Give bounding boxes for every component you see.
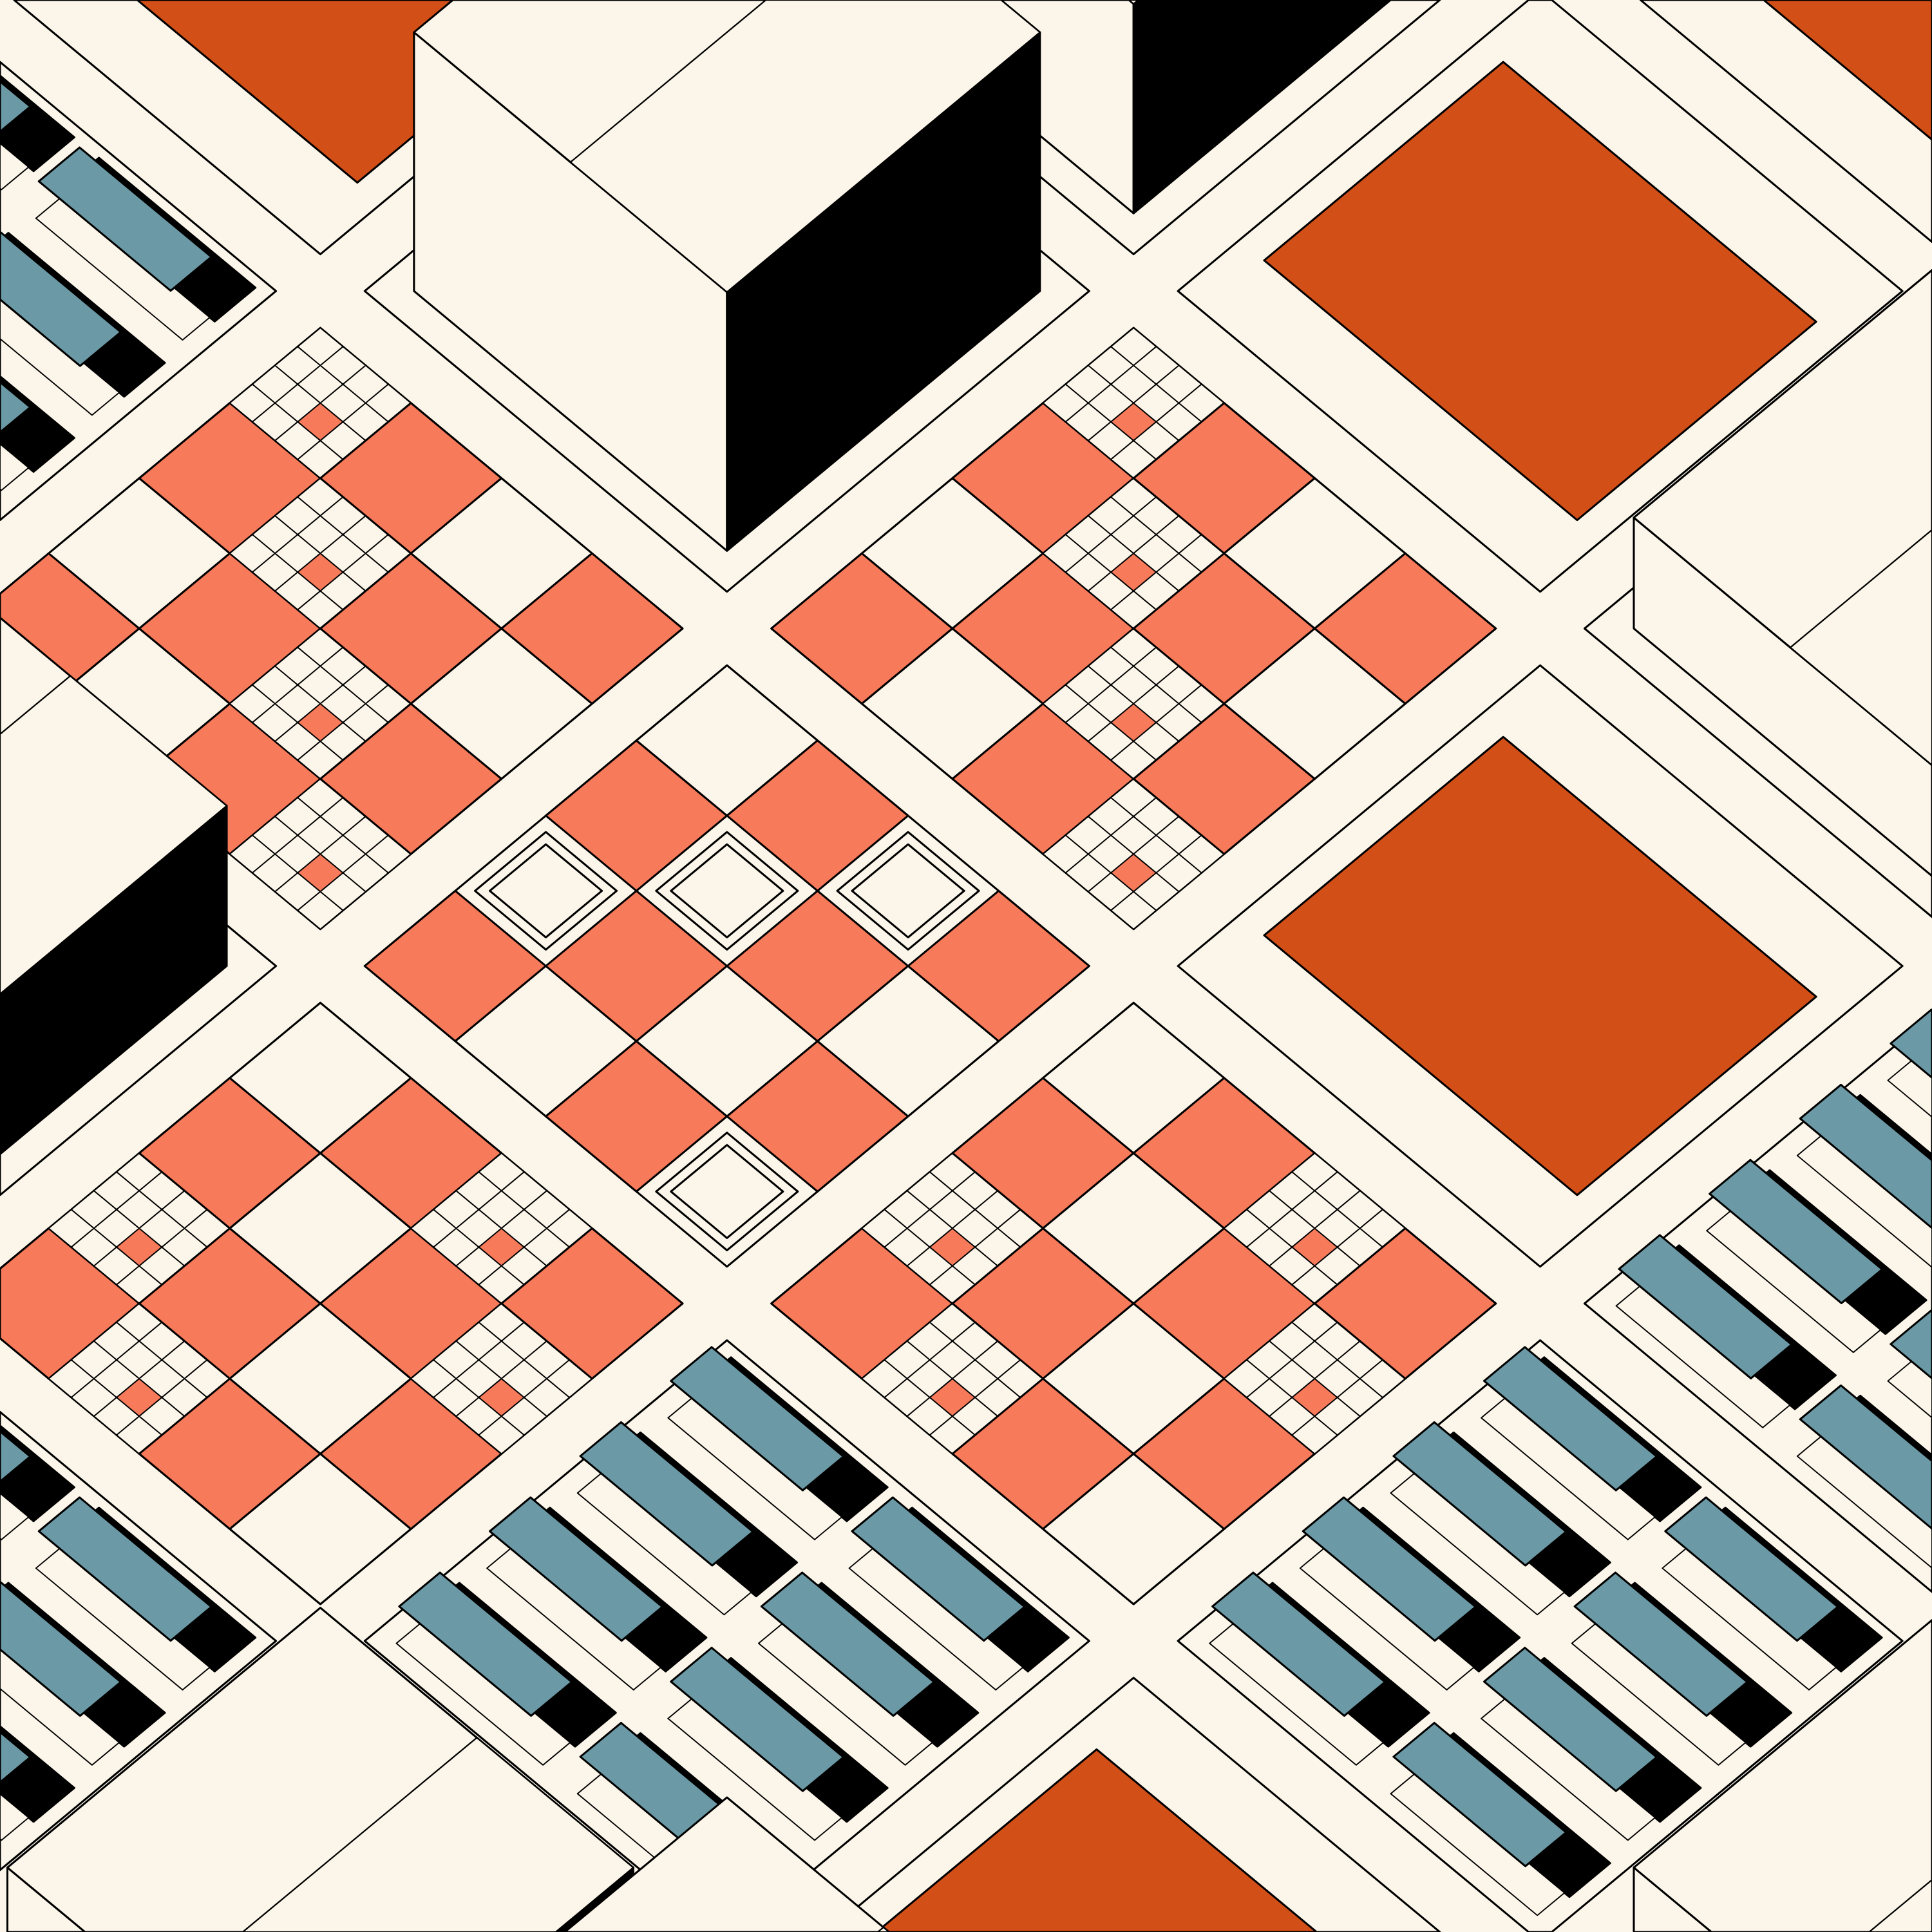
- solar-panel: [1392, 1721, 1567, 1868]
- solar-panel: [1889, 1309, 1932, 1379]
- solar-panel: [1889, 1009, 1932, 1079]
- solar-panel: [1799, 1083, 1932, 1229]
- solar-panel: [1664, 1496, 1839, 1642]
- solar-frame: [1481, 1695, 1656, 1841]
- plaza-tile-salmon: [500, 1227, 684, 1380]
- solar-frame: [1390, 1770, 1566, 1917]
- solar-frame: [35, 194, 211, 341]
- solar-frame: [667, 1394, 843, 1540]
- building-roof-step: [1128, 0, 1139, 5]
- solar-frame: [757, 1620, 933, 1766]
- building-roof-step: [876, 1926, 890, 1932]
- orange-roof: [1263, 61, 1817, 522]
- building-roof-step: [1789, 529, 1932, 766]
- solar-frame: [0, 443, 30, 491]
- plaza-tile-salmon: [500, 552, 684, 705]
- solar-frame: [1887, 1057, 1932, 1118]
- solar-frame: [1615, 1282, 1791, 1428]
- building-roof-step: [1868, 1879, 1932, 1932]
- solar-panel: [0, 1430, 32, 1483]
- building-roof: [564, 1796, 891, 1932]
- plaza-frame-inner: [488, 843, 603, 939]
- solar-frame: [1571, 1620, 1747, 1766]
- solar-panel: [398, 1571, 573, 1717]
- solar-panel: [37, 1496, 213, 1642]
- plaza-frame-inner: [670, 1144, 784, 1239]
- building-roof-step: [0, 675, 228, 995]
- solar-frame: [1662, 1545, 1837, 1690]
- solar-panel: [0, 1731, 32, 1784]
- solar-frame: [0, 142, 30, 191]
- building-roof-step: [569, 0, 1041, 293]
- solar-frame: [1887, 1358, 1932, 1419]
- solar-panel: [1211, 1571, 1387, 1717]
- solar-panel: [0, 80, 32, 133]
- solar-frame: [35, 1545, 211, 1690]
- plaza-tile-salmon: [1313, 1227, 1497, 1380]
- plaza-frame-inner: [670, 843, 784, 939]
- orange-roof: [875, 1748, 1318, 1932]
- solar-panel: [488, 1496, 664, 1642]
- solar-frame: [576, 1470, 752, 1616]
- solar-frame: [0, 1492, 30, 1540]
- solar-panel: [760, 1571, 935, 1717]
- solar-panel: [1482, 1346, 1658, 1492]
- plaza-frame-inner: [851, 843, 965, 939]
- solar-frame: [1481, 1394, 1656, 1540]
- solar-frame: [395, 1620, 571, 1766]
- plaza-tile-salmon: [1313, 552, 1497, 705]
- solar-panel: [1302, 1496, 1477, 1642]
- solar-frame: [1706, 1208, 1882, 1353]
- building-face-right: [1132, 0, 1392, 214]
- solar-frame: [848, 1545, 1024, 1690]
- plaza-tile-salmon: [726, 739, 909, 892]
- building-face-left: [1633, 516, 1932, 877]
- solar-frame: [667, 1695, 843, 1841]
- solar-panel: [37, 146, 213, 292]
- solar-panel: [0, 1580, 122, 1717]
- solar-panel: [1709, 1159, 1884, 1305]
- solar-panel: [579, 1421, 754, 1567]
- solar-panel: [1392, 1421, 1567, 1567]
- solar-frame: [1209, 1620, 1385, 1766]
- solar-frame: [1299, 1545, 1475, 1690]
- solar-panel: [670, 1346, 845, 1492]
- building-roof-step: [242, 1737, 634, 1932]
- solar-frame: [486, 1545, 661, 1690]
- solar-panel: [0, 231, 122, 367]
- solar-panel: [1799, 1384, 1932, 1530]
- solar-frame: [1390, 1470, 1566, 1616]
- solar-frame: [0, 1793, 30, 1841]
- solar-panel: [1618, 1234, 1793, 1379]
- orange-roof: [1263, 735, 1817, 1197]
- building-roof: [1633, 1619, 1932, 1932]
- solar-frame: [1796, 1132, 1932, 1268]
- solar-panel: [851, 1496, 1026, 1642]
- plaza-tile-salmon: [907, 889, 1090, 1043]
- solar-panel: [670, 1647, 845, 1792]
- solar-panel: [1482, 1647, 1658, 1792]
- solar-panel: [1573, 1571, 1748, 1717]
- solar-frame: [1796, 1433, 1932, 1569]
- orange-roof: [1763, 0, 1932, 141]
- solar-panel: [0, 381, 32, 433]
- solar-lot-base: [1177, 1339, 1904, 1932]
